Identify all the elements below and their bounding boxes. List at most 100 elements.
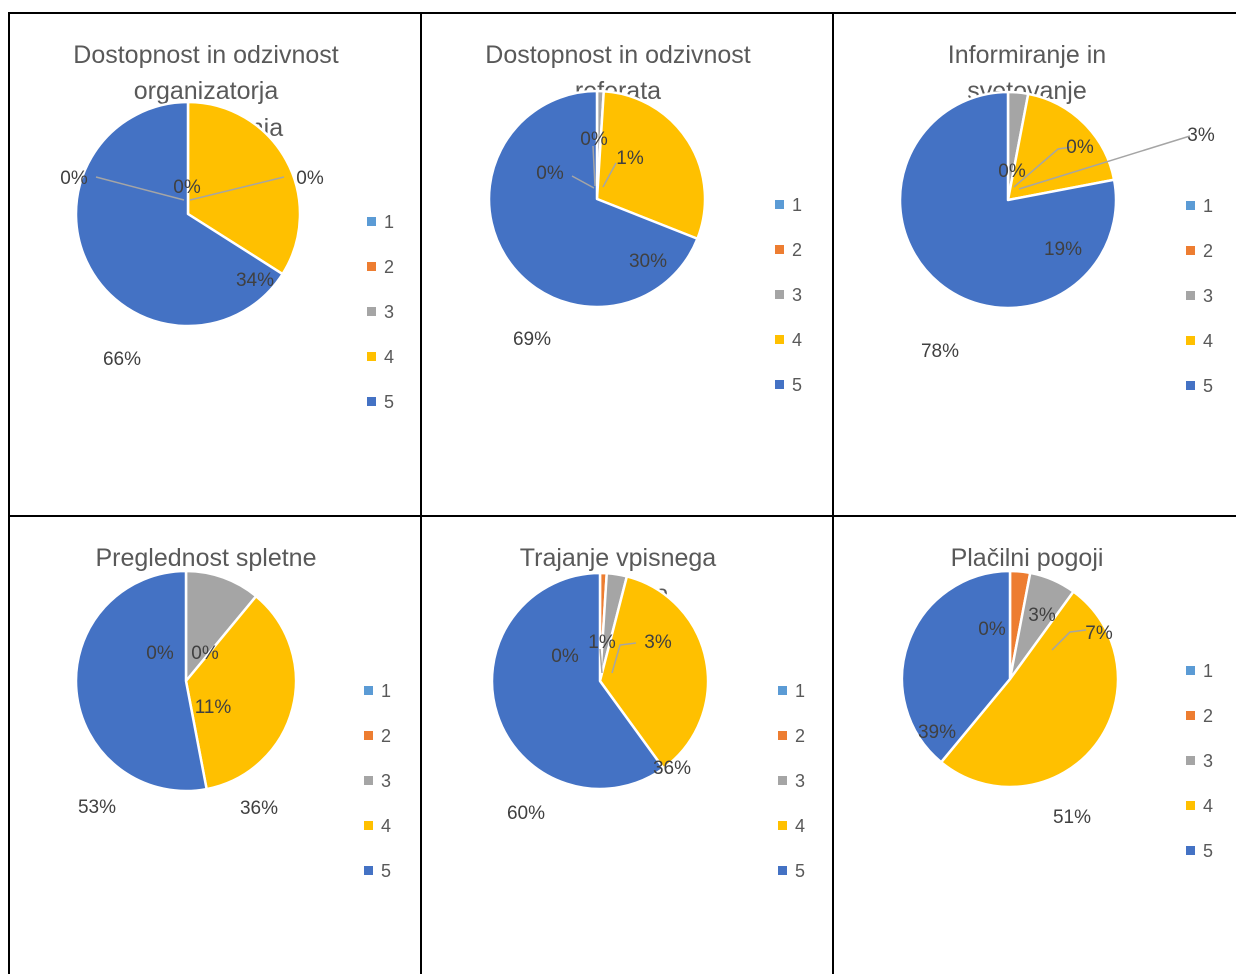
- legend-label-3: 3: [792, 285, 802, 305]
- data-label-1: 0%: [551, 646, 579, 667]
- leader-line: [1018, 619, 1033, 646]
- pie-chart-5: Trajanje vpisnegapostopka0%1%3%36%60%123…: [490, 544, 805, 881]
- legend-swatch-3: [1186, 756, 1195, 765]
- data-label-2: 0%: [580, 129, 608, 150]
- data-label-2: 0%: [191, 643, 219, 664]
- chart-title-line: Dostopnost in odzivnost: [485, 41, 750, 69]
- legend-swatch-5: [367, 397, 376, 406]
- data-label-4: 36%: [653, 758, 691, 779]
- pie-slice-5: [487, 89, 699, 309]
- leader-line: [571, 175, 595, 189]
- chart-panel-6: Plačilni pogoji 0% 3% 7% 51% 39% 1 2 3 4 5: [832, 515, 1236, 974]
- legend-label-1: 1: [1203, 661, 1213, 681]
- legend-swatch-1: [1186, 666, 1195, 675]
- pie-chart-4: Preglednost spletnestrani0%0%11%36%53%12…: [74, 544, 391, 881]
- legend-swatch-4: [364, 821, 373, 830]
- legend-swatch-1: [1186, 201, 1195, 210]
- chart-panel-4: Preglednost spletnestrani0%0%11%36%53%12…: [8, 515, 420, 974]
- legend-label-3: 3: [1203, 286, 1213, 306]
- chart-panel-5: Trajanje vpisnegapostopka0%1%3%36%60%123…: [420, 515, 832, 974]
- chart-panel-1: Dostopnost in odzivnostorganizatorjaizob…: [8, 12, 420, 515]
- legend-label-1: 1: [384, 212, 394, 232]
- legend-label-4: 4: [381, 816, 391, 836]
- chart-title-line: Dostopnost in odzivnost: [73, 41, 338, 69]
- pie-slice-5: [898, 90, 1118, 310]
- data-label-1: 0%: [60, 168, 88, 189]
- chart-title-line: Trajanje vpisnega: [520, 544, 717, 572]
- leader-line: [602, 162, 617, 188]
- legend-label-4: 4: [1203, 796, 1213, 816]
- legend-swatch-3: [778, 776, 787, 785]
- legend-label-4: 4: [795, 816, 805, 836]
- legend-swatch-1: [775, 200, 784, 209]
- legend-label-4: 4: [384, 347, 394, 367]
- legend-label-5: 5: [792, 375, 802, 395]
- data-label-5: 66%: [103, 349, 141, 370]
- data-label-4: 51%: [1053, 807, 1091, 828]
- pie-slice-3: [184, 569, 258, 683]
- legend-label-5: 5: [381, 861, 391, 881]
- leader-line: [1018, 135, 1191, 190]
- legend-swatch-3: [775, 290, 784, 299]
- data-label-1: 0%: [146, 643, 174, 664]
- chart-title-line: organizatorja: [134, 77, 279, 105]
- legend-label-3: 3: [384, 302, 394, 322]
- data-label-3: 7%: [1085, 623, 1113, 644]
- legend-swatch-4: [775, 335, 784, 344]
- pie-slice-4: [939, 590, 1120, 789]
- data-label-2: 3%: [1028, 605, 1056, 626]
- legend-swatch-1: [778, 686, 787, 695]
- leader-line: [592, 145, 596, 187]
- pie-chart-2: Dostopnost in odzivnostreferata0%0%1%30%…: [485, 41, 802, 395]
- legend-label-5: 5: [1203, 841, 1213, 861]
- pie-slice-5: [490, 571, 665, 791]
- chart-title-line: Plačilni pogoji: [951, 544, 1104, 572]
- legend-swatch-2: [1186, 711, 1195, 720]
- chart-grid: Dostopnost in odzivnostorganizatorjaizob…: [8, 12, 1236, 974]
- legend-swatch-4: [1186, 336, 1195, 345]
- leader-line: [1051, 629, 1087, 651]
- legend-swatch-2: [775, 245, 784, 254]
- pie-slice-5: [74, 100, 284, 328]
- data-label-3: 3%: [1187, 125, 1215, 146]
- data-label-5: 39%: [918, 722, 956, 743]
- data-label-4: 30%: [629, 251, 667, 272]
- data-label-4: 36%: [240, 798, 278, 819]
- data-label-5: 78%: [921, 341, 959, 362]
- legend-label-5: 5: [795, 861, 805, 881]
- pie-chart-1: Dostopnost in odzivnostorganizatorjaizob…: [60, 41, 394, 412]
- data-label-1: 0%: [536, 163, 564, 184]
- chart-title-line: Informiranje in: [948, 41, 1106, 69]
- legend-swatch-5: [775, 380, 784, 389]
- legend-label-2: 2: [1203, 241, 1213, 261]
- legend-swatch-3: [364, 776, 373, 785]
- legend-swatch-2: [367, 262, 376, 271]
- legend-label-1: 1: [795, 681, 805, 701]
- pie-slice-4: [184, 594, 298, 791]
- legend-swatch-4: [367, 352, 376, 361]
- pie-slice-4: [1006, 92, 1116, 202]
- legend-label-2: 2: [792, 240, 802, 260]
- data-label-4: 19%: [1044, 239, 1082, 260]
- legend-label-1: 1: [792, 195, 802, 215]
- data-label-1: 0%: [978, 619, 1006, 640]
- data-label-2: 0%: [173, 177, 201, 198]
- legend-swatch-3: [1186, 291, 1195, 300]
- leader-line: [599, 648, 603, 674]
- legend-label-1: 1: [1203, 196, 1213, 216]
- legend-swatch-5: [1186, 381, 1195, 390]
- data-label-5: 69%: [513, 329, 551, 350]
- pie-slice-5: [900, 569, 1012, 764]
- data-label-4: 34%: [236, 270, 274, 291]
- chart-panel-3: Informiranje in svetovanje 0% 0% 3% 19% 78% 1 2 3…: [832, 12, 1236, 515]
- pie-slice-5: [74, 569, 208, 793]
- leader-line: [189, 176, 285, 201]
- chart-title-line: Preglednost spletne: [96, 544, 317, 572]
- legend-label-5: 5: [384, 392, 394, 412]
- legend-swatch-5: [1186, 846, 1195, 855]
- legend-label-1: 1: [381, 681, 391, 701]
- chart-panel-2: Dostopnost in odzivnost referata 0% 0% 1% 30%…: [420, 12, 832, 515]
- legend-label-4: 4: [1203, 331, 1213, 351]
- data-label-3: 0%: [296, 168, 324, 189]
- legend-swatch-5: [778, 866, 787, 875]
